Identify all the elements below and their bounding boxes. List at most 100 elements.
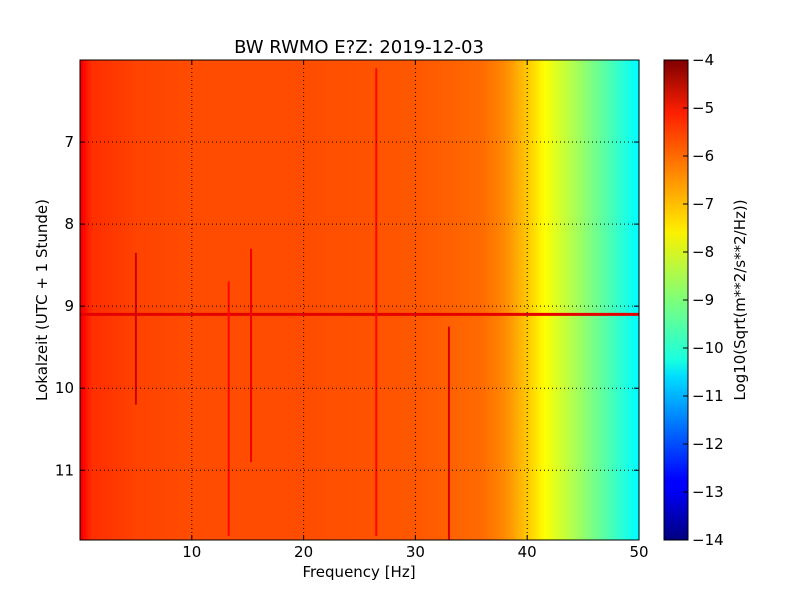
spectrum-column [496, 60, 500, 540]
spectrum-column [415, 60, 419, 540]
spectrum-column [116, 60, 120, 540]
spectrum-column [295, 60, 299, 540]
spectrum-column [423, 60, 428, 540]
spectrum-column [507, 60, 512, 540]
spectrum-column [197, 60, 201, 540]
spectrum-column [216, 60, 221, 540]
spectrum-column [502, 60, 506, 540]
spectrum-column [398, 60, 403, 540]
colorbar-tick-label: −13 [692, 483, 724, 501]
colorbar-tick-label: −8 [692, 243, 714, 261]
spectrum-column [566, 60, 570, 540]
spectrum-column [588, 60, 593, 540]
spectrum-column [82, 60, 87, 540]
spectrum-column [200, 60, 204, 540]
spectrum-column [516, 60, 520, 540]
spectral-features [80, 68, 639, 540]
y-tick-label: 9 [64, 297, 74, 315]
spectrum-column [633, 60, 637, 540]
spectrum-column [630, 60, 635, 540]
spectrum-column [401, 60, 405, 540]
spectrum-column [611, 60, 615, 540]
colorbar-label: Log10(Sqrt(m**2/s**2/Hz)) [731, 199, 749, 400]
spectrum-column [393, 60, 397, 540]
spectrum-column [138, 60, 143, 540]
spectrum-column [546, 60, 551, 540]
spectrum-column [535, 60, 539, 540]
spectrum-column [552, 60, 556, 540]
spectrum-column [298, 60, 302, 540]
spectrum-column [194, 60, 198, 540]
spectrum-column [583, 60, 587, 540]
spectrum-column [599, 60, 604, 540]
spectrum-column [538, 60, 542, 540]
y-axis-label: Lokalzeit (UTC + 1 Stunde) [33, 199, 51, 401]
spectrum-column [325, 60, 330, 540]
spectrum-column [214, 60, 218, 540]
spectrum-column [113, 60, 117, 540]
spectrum-column [585, 60, 590, 540]
spectrum-column [367, 60, 372, 540]
spectrum-column [532, 60, 537, 540]
colorbar: −4 −5 −6 −7 −8 −9 −10 −11 −12 −13 −14 [663, 51, 724, 549]
colorbar-tick-label: −11 [692, 387, 724, 405]
spectrum-column [334, 60, 338, 540]
spectrum-column [281, 60, 285, 540]
spectrum-column [549, 60, 553, 540]
spectrum-column [331, 60, 335, 540]
spectrum-column [499, 60, 503, 540]
spectrum-column [152, 60, 157, 540]
spectrum-column [222, 60, 226, 540]
spectrum-column [233, 60, 238, 540]
spectrum-column [636, 60, 640, 540]
spectrum-column [242, 60, 246, 540]
spectrum-column [602, 60, 607, 540]
y-tick-label: 8 [64, 215, 74, 233]
spectrum-column [454, 60, 458, 540]
spectrum-column [166, 60, 171, 540]
spectrum-column [124, 60, 129, 540]
spectrum-column [359, 60, 363, 540]
spectrum-column [594, 60, 598, 540]
spectrum-column [560, 60, 565, 540]
y-tick-label: 10 [55, 379, 74, 397]
spectrum-column [191, 60, 196, 540]
spectrum-column [420, 60, 425, 540]
spectrum-column [317, 60, 321, 540]
spectrum-column [476, 60, 481, 540]
spectrum-column [409, 60, 414, 540]
spectrum-column [102, 60, 106, 540]
spectrum-column [110, 60, 115, 540]
spectrum-column [440, 60, 444, 540]
spectrum-column [155, 60, 159, 540]
y-tick-label: 7 [64, 133, 74, 151]
spectrum-column [387, 60, 391, 540]
x-axis-ticks: 10 20 30 40 50 [182, 60, 649, 561]
spectrum-column [247, 60, 252, 540]
spectrum-column [107, 60, 112, 540]
spectrum-column [418, 60, 422, 540]
spectrum-column [180, 60, 185, 540]
spectrum-column [228, 60, 232, 540]
spectrum-column [99, 60, 103, 540]
spectrum-column [261, 60, 266, 540]
spectrum-column [446, 60, 450, 540]
spectrum-column [292, 60, 296, 540]
spectrum-column [208, 60, 212, 540]
spectrum-column [443, 60, 447, 540]
spectrum-column [121, 60, 126, 540]
spectrum-column [395, 60, 400, 540]
spectrum-column [580, 60, 584, 540]
spectrum-column [468, 60, 472, 540]
spectrum-column [404, 60, 408, 540]
x-axis-label: Frequency [Hz] [302, 563, 415, 581]
spectrum-column [278, 60, 282, 540]
spectrum-column [141, 60, 145, 540]
spectrum-column [244, 60, 249, 540]
x-tick-label: 20 [294, 543, 313, 561]
plot-frame [79, 59, 640, 541]
colorbar-ticks: −4 −5 −6 −7 −8 −9 −10 −11 −12 −13 −14 [683, 51, 724, 549]
spectrum-column [563, 60, 567, 540]
spectrum-column [429, 60, 433, 540]
